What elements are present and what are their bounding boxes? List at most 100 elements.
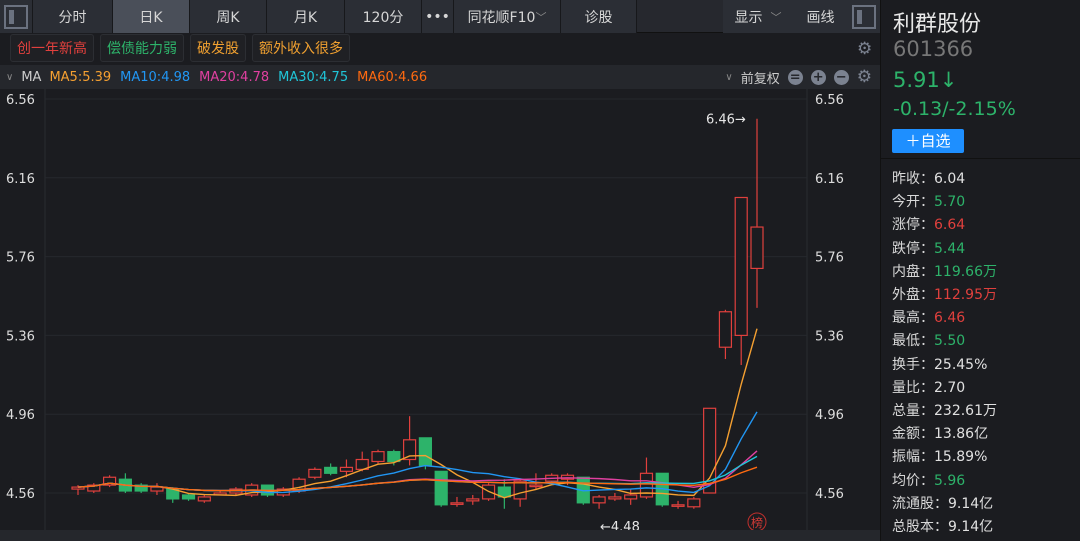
candle-body: [718, 311, 733, 348]
low-annotation: ←4.48: [600, 520, 640, 530]
chevron-down-icon: ﹀: [535, 10, 547, 24]
candle-body: [608, 496, 622, 500]
candle-body: [181, 494, 196, 500]
tab-minute[interactable]: 分时: [33, 0, 113, 33]
y-tick-right: 5.36: [815, 329, 844, 344]
diagnose-button[interactable]: 诊股: [561, 0, 637, 33]
period-toolbar: 分时 日K 周K 月K 120分 ••• 同花顺F10 ﹀ 诊股 显示 ﹀ 画线: [0, 0, 880, 33]
stat-value: 5.96: [934, 472, 966, 489]
stat-row: 昨收： 6.04: [892, 168, 997, 191]
zoom-out-icon[interactable]: −: [833, 69, 849, 85]
reset-zoom-icon[interactable]: =: [787, 69, 803, 85]
panel-icon: [852, 4, 876, 29]
candle-body: [529, 484, 543, 488]
ma-line: [77, 455, 758, 492]
toggle-right-panel-button[interactable]: [848, 0, 880, 33]
ma-value-1: MA10:4.98: [120, 69, 191, 85]
stat-value: 6.64: [934, 217, 966, 234]
stat-label: 跌停：: [892, 240, 934, 257]
y-tick-left: 5.76: [6, 251, 35, 266]
candle-body: [513, 480, 527, 500]
stat-label: 总量：: [892, 403, 934, 420]
last-price: 5.91↓: [893, 68, 958, 92]
candle-body: [134, 484, 148, 492]
stat-label: 最低：: [892, 333, 934, 350]
gear-icon[interactable]: ⚙: [857, 39, 873, 59]
y-tick-left: 4.56: [6, 487, 35, 502]
zoom-in-icon[interactable]: +: [810, 69, 826, 85]
tag-0[interactable]: 创一年新高: [10, 34, 94, 62]
candle-body: [434, 470, 448, 506]
chevron-down-icon: ﹀: [770, 10, 782, 24]
stat-row: 均价： 5.96: [892, 470, 997, 493]
candle-body: [403, 439, 417, 461]
stock-name: 利群股份: [893, 12, 982, 37]
stat-label: 均价：: [892, 472, 934, 489]
stat-row: 总量： 232.61万: [892, 400, 997, 423]
candle-body: [308, 468, 322, 478]
tag-1[interactable]: 偿债能力弱: [100, 34, 184, 62]
stat-row: 涨停： 6.64: [892, 214, 997, 237]
gear-icon[interactable]: ⚙: [856, 67, 872, 87]
ma-value-0: MA5:5.39: [49, 69, 112, 85]
tab-weekly-k[interactable]: 周K: [190, 0, 267, 33]
stat-row: 总股本： 9.14亿: [892, 516, 997, 539]
kline-chart[interactable]: 6.56 6.56 6.16 6.16 5.76 5.76 5.36 5.36 4.96 4.96…: [0, 89, 880, 530]
stat-row: 振幅： 15.89%: [892, 446, 997, 469]
stat-row: 换手： 25.45%: [892, 354, 997, 377]
stat-value: 119.66万: [934, 263, 997, 280]
ma-label[interactable]: MA: [21, 69, 42, 85]
candle-body: [324, 466, 338, 474]
stat-value: 9.14亿: [948, 495, 994, 512]
f10-dropdown[interactable]: 同花顺F10 ﹀: [454, 0, 561, 33]
stat-label: 今开：: [892, 194, 934, 211]
stat-row: 金额： 13.86亿: [892, 423, 997, 446]
stat-label: 金额：: [892, 426, 934, 443]
adjust-dropdown[interactable]: 前复权: [740, 71, 780, 87]
panel-icon: [4, 4, 28, 29]
toggle-left-panel-button[interactable]: [0, 0, 33, 33]
stat-row: 最高： 6.46: [892, 307, 997, 330]
tab-120min[interactable]: 120分: [345, 0, 422, 33]
quote-stats: 昨收： 6.04 今开： 5.70 涨停： 6.64 跌停： 5.44 内盘： 119.66万 外盘…: [892, 168, 997, 539]
y-tick-right: 4.96: [815, 408, 844, 423]
quote-panel: 利群股份 601366 5.91↓ -0.13/-2.15% ＋自选 昨收： 6.…: [880, 0, 1080, 541]
divider: [881, 158, 1080, 159]
tag-2[interactable]: 破发股: [190, 34, 246, 62]
candle-body: [687, 498, 701, 508]
rank-badge-icon: [747, 512, 767, 530]
candle-body: [671, 504, 685, 507]
candle-body: [87, 484, 101, 492]
chevron-down-icon[interactable]: ∨: [6, 71, 14, 83]
tag-3[interactable]: 额外收入很多: [252, 34, 350, 62]
candle-body: [339, 466, 354, 472]
add-watchlist-button[interactable]: ＋自选: [892, 129, 964, 153]
stat-row: 流通股： 9.14亿: [892, 493, 997, 516]
f10-label: 同花顺F10: [467, 9, 536, 26]
candle-body: [624, 494, 638, 500]
stat-row: 量比： 2.70: [892, 377, 997, 400]
y-tick-left: 4.96: [6, 408, 35, 423]
ma-value-4: MA60:4.66: [357, 69, 428, 85]
tab-monthly-k[interactable]: 月K: [267, 0, 345, 33]
stat-value: 6.46: [934, 310, 966, 327]
candle-body: [497, 486, 511, 498]
stat-label: 昨收：: [892, 171, 934, 187]
candle-body: [418, 437, 432, 467]
y-tick-right: 6.56: [815, 93, 844, 108]
stat-value: 5.44: [934, 240, 966, 257]
ma-value-2: MA20:4.78: [199, 69, 270, 85]
stat-value: 6.04: [934, 171, 966, 187]
stat-row: 今开： 5.70: [892, 191, 997, 214]
stock-tags: 创一年新高 偿债能力弱 破发股 额外收入很多: [0, 33, 880, 63]
price-change: -0.13/-2.15%: [893, 98, 1016, 120]
high-annotation: 6.46→: [706, 113, 746, 128]
candle-body: [639, 472, 654, 498]
more-button[interactable]: •••: [422, 0, 454, 33]
tab-daily-k[interactable]: 日K: [113, 0, 190, 33]
stat-label: 涨停：: [892, 217, 934, 234]
display-dropdown[interactable]: 显示 ﹀: [723, 0, 793, 33]
rank-badge: 榜: [751, 515, 763, 530]
draw-line-button[interactable]: 画线: [793, 0, 848, 33]
candle-body: [102, 476, 117, 486]
